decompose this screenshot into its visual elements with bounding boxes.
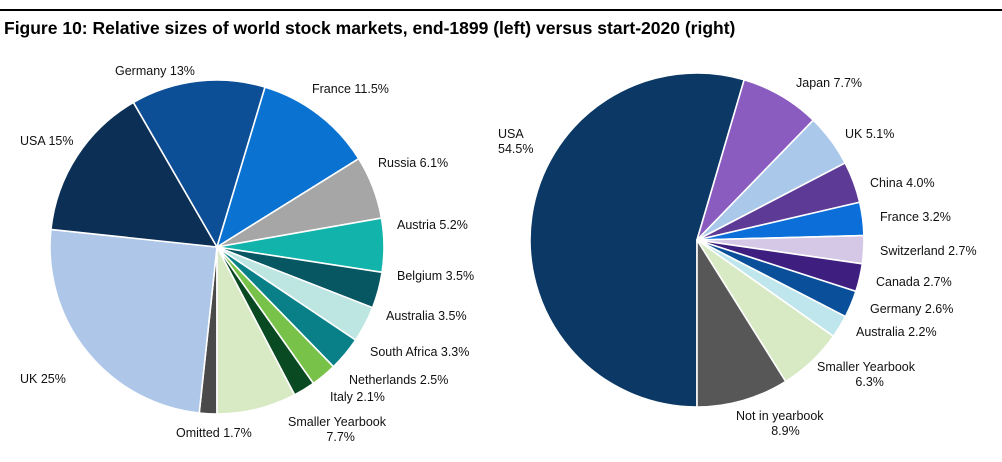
left-label-australia: Australia 3.5% [386,309,467,323]
right-slice-not-in-yearbook [696,239,787,408]
left-label-usa: USA 15% [20,134,74,148]
left-label-russia: Russia 6.1% [378,156,448,170]
left-slice-smaller-yearbook [216,246,296,415]
left-label-austria: Austria 5.2% [397,218,468,232]
left-label-smaller-yearbook: Smaller Yearbook 7.7% [288,415,387,444]
right-label-switzerland: Switzerland 2.7% [880,244,977,258]
left-pie [49,79,385,415]
left-slice-uk [49,228,218,414]
right-label-usa: USA 54.5% [498,127,533,156]
left-slice-france [216,86,360,248]
right-label-not-in-yearbook: Not in yearbook 8.9% [736,409,824,438]
left-label-belgium: Belgium 3.5% [397,269,474,283]
right-label-china: China 4.0% [870,176,935,190]
right-label-france: France 3.2% [880,210,951,224]
top-rule [0,9,1002,11]
right-label-canada: Canada 2.7% [876,275,952,289]
left-label-france: France 11.5% [312,82,389,96]
left-slice-germany [132,79,266,248]
right-slice-usa [529,72,745,408]
left-label-netherlands: Netherlands 2.5% [349,373,448,387]
right-label-japan: Japan 7.7% [796,76,862,90]
right-label-smaller-yearbook: Smaller Yearbook 6.3% [817,360,916,389]
left-label-omitted: Omitted 1.7% [176,426,252,440]
right-label-uk: UK 5.1% [845,127,894,141]
left-label-italy: Italy 2.1% [330,390,385,404]
figure-title: Figure 10: Relative sizes of world stock… [4,18,736,38]
left-label-south-africa: South Africa 3.3% [370,345,469,359]
left-slice-usa [50,101,218,248]
left-label-germany: Germany 13% [115,64,195,78]
right-label-germany: Germany 2.6% [870,302,953,316]
right-pie [529,72,865,408]
left-label-uk: UK 25% [20,372,66,386]
right-label-australia: Australia 2.2% [856,325,937,339]
